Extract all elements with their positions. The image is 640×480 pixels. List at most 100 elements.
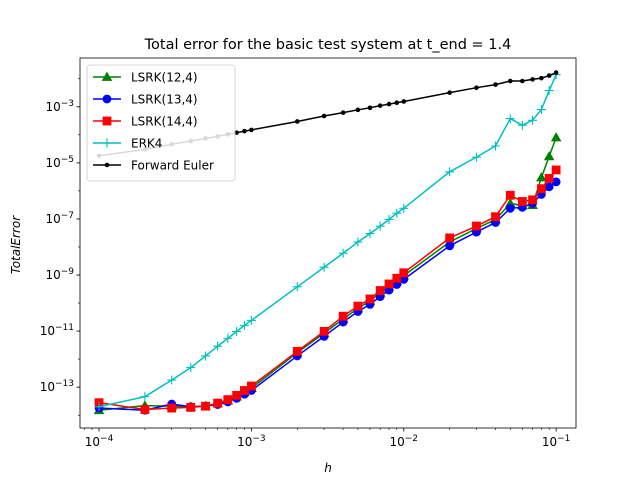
data-point [353,301,363,311]
legend: LSRK(12,4) LSRK(13,4) LSRK(14,4) ERK4 Forwar… [86,64,236,182]
data-point [536,172,547,182]
data-point [517,197,527,206]
data-point [319,262,329,272]
data-point [353,237,363,247]
data-point [536,105,546,115]
data-point [392,273,402,283]
legend-box [86,64,236,182]
series-line [98,169,557,411]
legend-label: LSRK(13,4) [131,93,198,107]
data-point [321,113,327,119]
y-tick-label: 10−3 [45,99,74,114]
data-point [232,390,242,400]
legend-swatch-marker [102,138,112,148]
chart-title: Total error for the basic test system at… [144,37,512,53]
data-point [247,381,256,391]
y-tick-label: 10−9 [45,267,74,282]
data-point [384,214,394,224]
legend-entry: LSRK(14,4) [93,115,198,129]
data-point [338,248,348,258]
legend-label: LSRK(12,4) [131,71,198,85]
data-point [399,268,409,278]
legend-entry: Forward Euler [93,159,214,173]
data-point [528,115,538,125]
data-point [517,120,527,130]
data-point [543,151,555,161]
data-point [505,190,515,200]
y-tick-label: 10−11 [40,323,74,338]
data-point [507,78,513,84]
data-point [550,132,562,142]
data-point [365,229,375,239]
data-point [530,77,535,82]
y-axis-ticks: 10−13 10−11 10−9 10−7 10−5 10−3 [40,78,80,416]
data-point [445,241,455,251]
data-point [242,128,247,134]
legend-entry: ERK4 [93,137,162,151]
data-point [491,212,500,222]
data-point [201,351,211,361]
data-point [505,114,515,124]
legend-swatch-marker [102,116,112,126]
data-point [544,182,554,192]
data-point [239,320,249,330]
data-point [140,405,150,414]
legend-swatch-marker [104,162,110,168]
data-point [223,395,233,405]
data-point [551,165,561,175]
x-tick-label: 10−1 [542,434,571,449]
data-point [375,286,385,295]
y-tick-label: 10−13 [40,379,74,394]
data-point [140,392,150,402]
data-point [384,279,394,289]
data-point [401,99,407,104]
data-point [445,167,455,177]
data-point [544,86,554,96]
data-point [375,221,385,231]
data-point [186,363,196,373]
data-point [201,401,210,411]
legend-label: ERK4 [131,137,162,151]
data-point [546,73,552,78]
data-point [367,105,373,111]
data-point [167,375,177,385]
legend-label: Forward Euler [131,159,214,173]
data-point [447,90,452,95]
x-axis-label: h [324,461,332,475]
y-tick-label: 10−7 [45,211,74,226]
data-point [528,195,537,205]
data-point [240,386,249,395]
data-point [539,75,544,81]
data-point [294,119,300,124]
legend-entry: LSRK(13,4) [93,93,198,107]
data-point [232,326,242,336]
data-point [386,101,392,107]
data-point [399,203,409,213]
data-point [536,184,546,194]
data-point [365,294,375,304]
data-point [520,78,525,84]
y-axis-label: TotalError [9,215,23,274]
data-point [355,107,361,113]
data-point [544,173,554,183]
data-point [213,341,223,351]
data-point [246,315,256,325]
data-point [338,311,348,321]
data-point [392,208,402,218]
data-point [445,233,455,243]
data-point [340,110,346,115]
data-point [167,403,177,413]
legend-entry: LSRK(12,4) [93,71,198,85]
x-tick-label: 10−4 [85,434,114,449]
data-point [377,103,383,108]
data-point [213,398,223,408]
x-tick-label: 10−2 [389,434,418,449]
legend-swatch-marker [101,71,113,81]
data-point [472,221,481,231]
legend-swatch-marker [102,94,112,104]
data-point [186,403,196,412]
data-point [249,127,254,133]
legend-label: LSRK(14,4) [131,115,198,129]
data-point [474,85,479,90]
